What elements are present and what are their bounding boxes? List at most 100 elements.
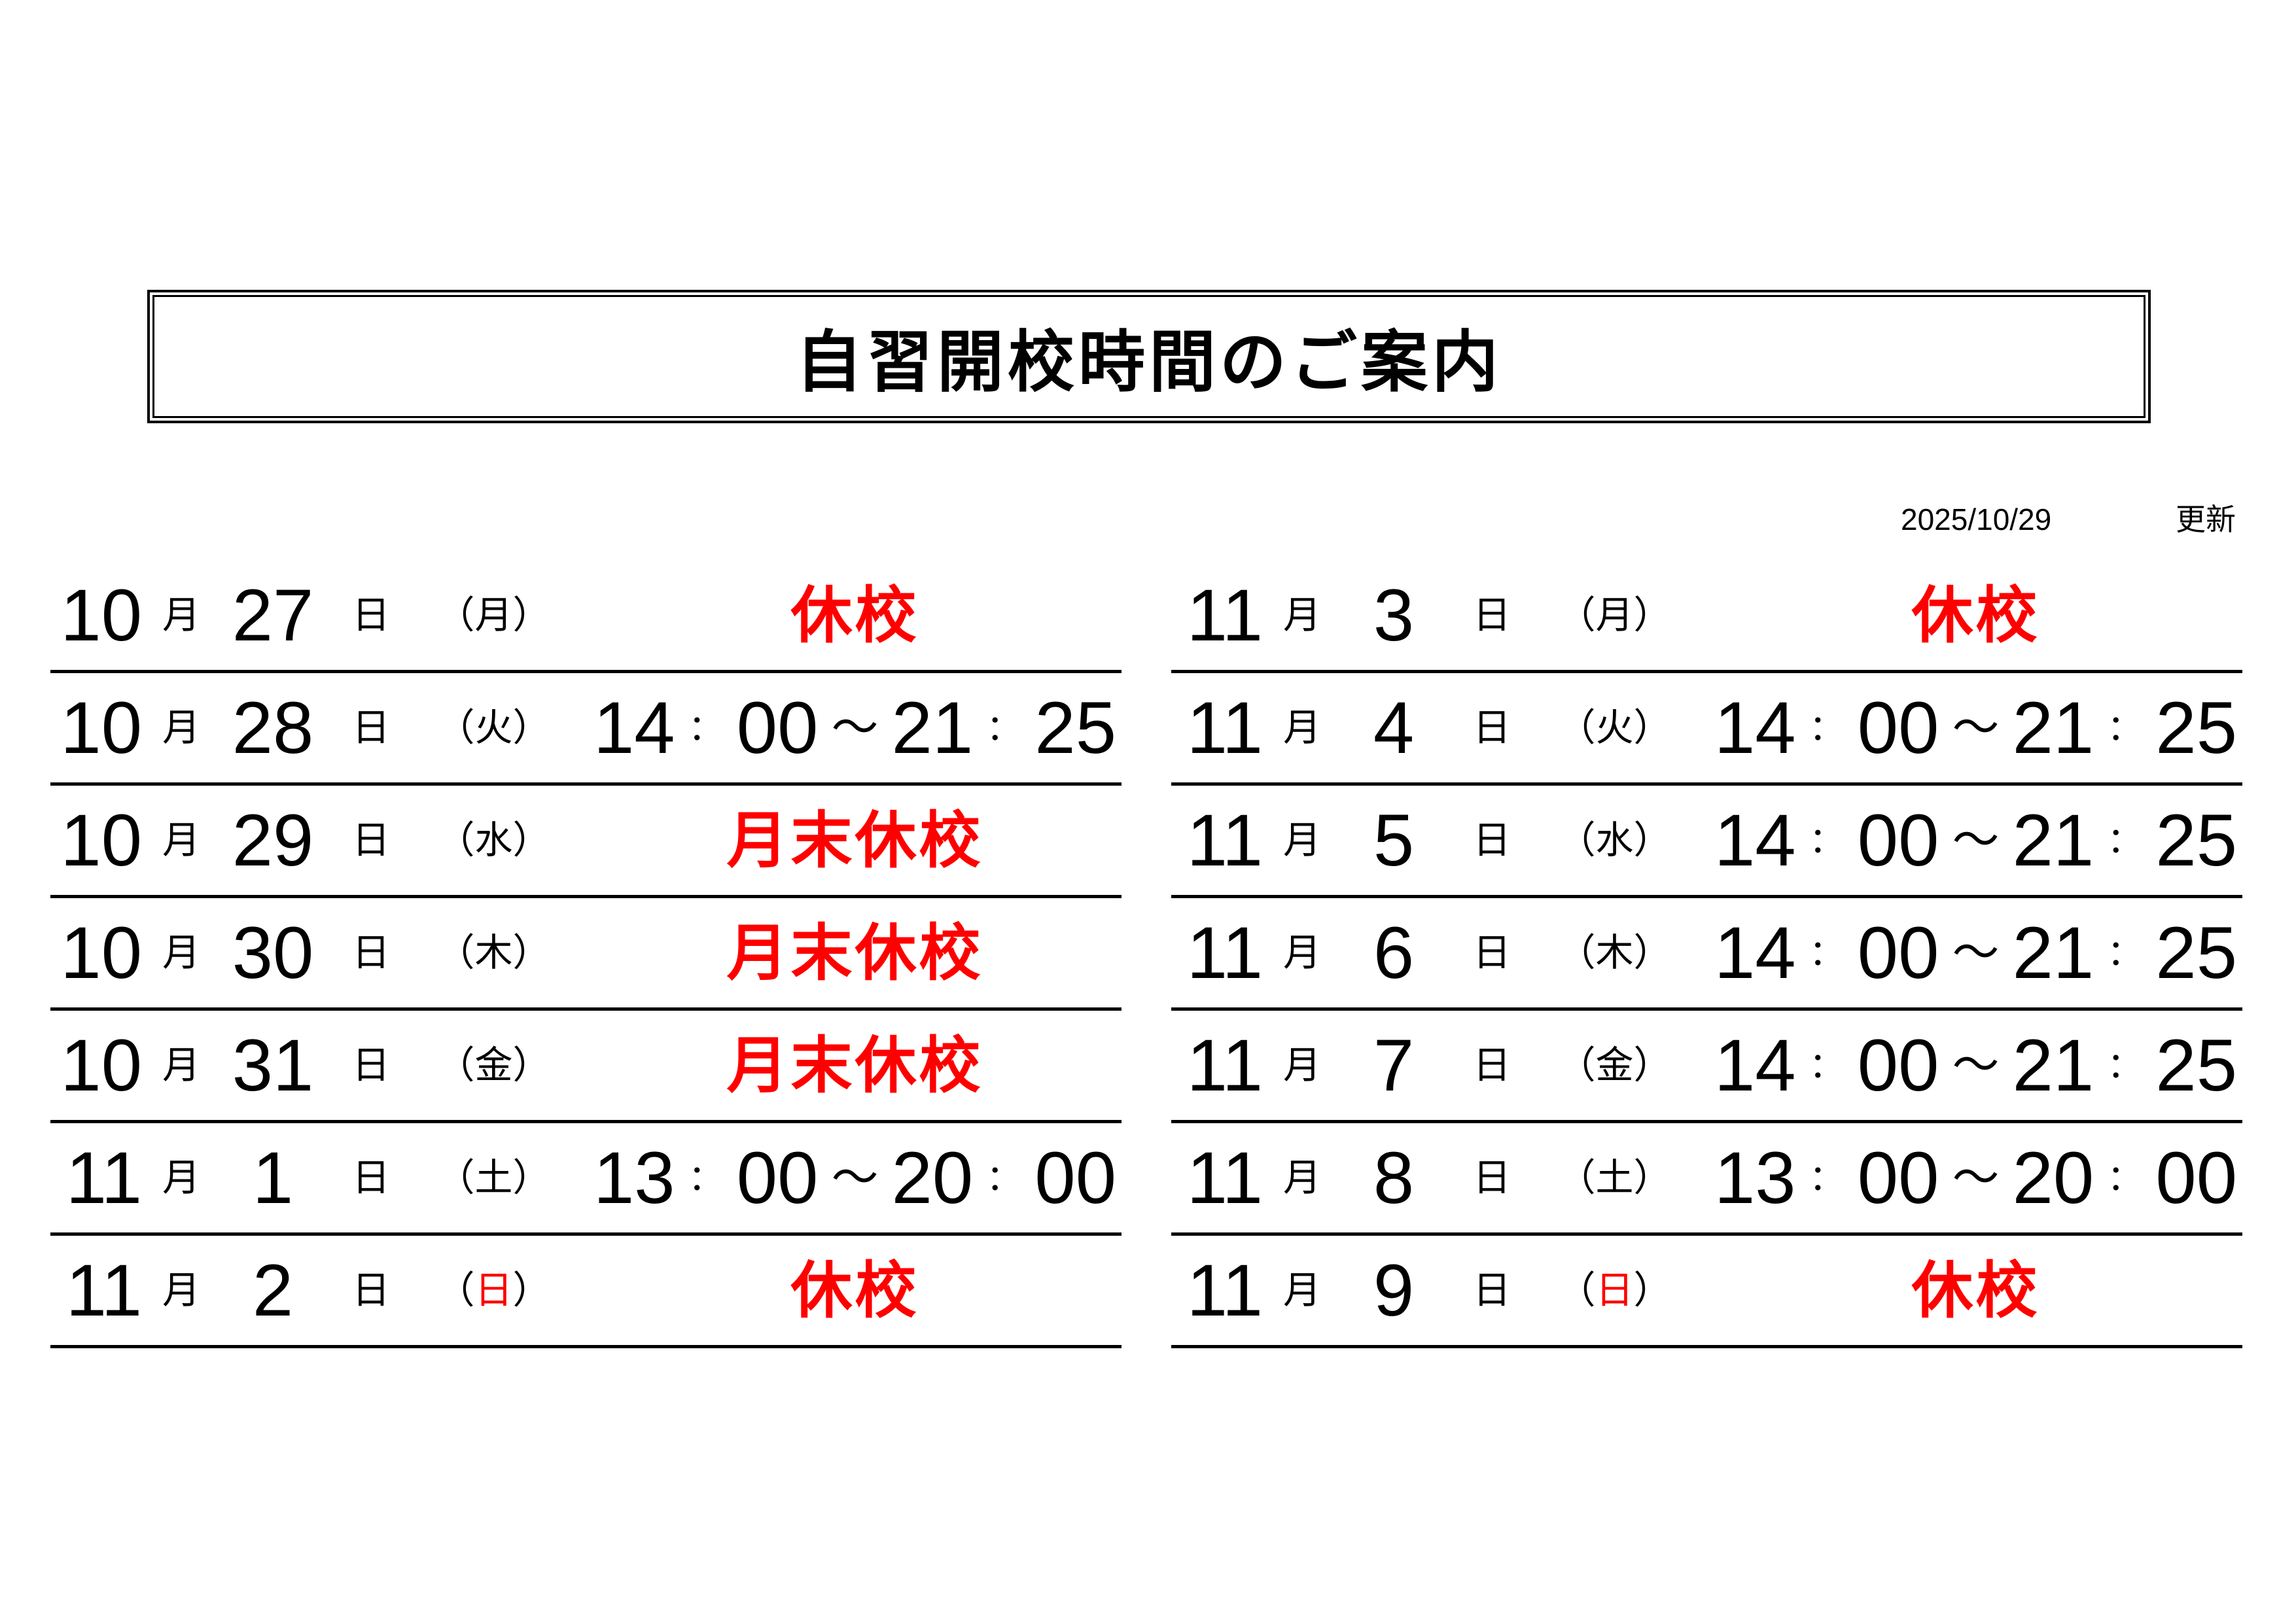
weekday-group: （火） xyxy=(417,706,571,749)
schedule-row: 11 月 2 日（日） 休校 xyxy=(50,1236,1122,1348)
time-colon: ： xyxy=(2107,820,2143,860)
time-end-minute: 25 xyxy=(1034,686,1116,769)
day-suffix: 日 xyxy=(1472,1043,1511,1087)
month-number: 10 xyxy=(60,1024,142,1106)
day-number: 29 xyxy=(232,799,314,881)
schedule-row: 10 月 29 日 （水） 月末休校 xyxy=(50,786,1122,898)
weekday-paren-open: （ xyxy=(1557,1268,1596,1312)
time-start-hour: 13 xyxy=(1714,1136,1796,1219)
weekday-group: （木） xyxy=(417,934,571,972)
weekday-paren-open: （ xyxy=(436,1043,475,1087)
month-number: 11 xyxy=(1186,574,1263,656)
time-colon: ： xyxy=(1809,1158,1845,1198)
weekday-paren-close: ） xyxy=(512,1268,551,1312)
weekday-paren-open: （ xyxy=(1557,818,1596,862)
schedule-column-left: 10 月 27 日（月） 休校 10 月 28 日（火） 14： 00 ～ 21： 25 10 月 29 日（水）… xyxy=(50,561,1122,1348)
time-end-hour: 21 xyxy=(891,686,974,769)
time-start-hour: 14 xyxy=(593,686,675,769)
time-colon: ： xyxy=(2107,1158,2143,1198)
time-end-hour: 21 xyxy=(2012,1024,2094,1106)
title-box-inner: 自習開校時間のご案内 xyxy=(152,295,2146,418)
day-number: 2 xyxy=(252,1249,294,1331)
weekday-paren-close: ） xyxy=(512,706,551,749)
time-end-hour: 20 xyxy=(891,1136,974,1219)
schedule-row: 10 月 28 日 （火） 14 ： 00 ～ 21 ： 25 xyxy=(50,673,1122,786)
schedule-row: 10 月 27 日（月） 休校 xyxy=(50,561,1122,673)
closed-status: 休校 xyxy=(1911,1255,2040,1325)
month-suffix: 月 xyxy=(1282,1268,1321,1312)
time-colon: ： xyxy=(688,1158,724,1198)
weekday-paren-close: ） xyxy=(512,931,551,974)
time-end-minute: 00 xyxy=(1034,1136,1116,1219)
weekday-group: （金） xyxy=(1538,1046,1691,1085)
weekday-label: 木 xyxy=(1595,931,1634,974)
weekday-paren-open: （ xyxy=(1557,1156,1596,1199)
weekday-paren-close: ） xyxy=(512,818,551,862)
weekday-label: 日 xyxy=(1595,1268,1634,1312)
day-suffix: 日 xyxy=(351,1268,390,1312)
time-range: 14 ： 00 ～ 21 ： 25 xyxy=(1714,1011,2237,1120)
day-suffix: 日 xyxy=(351,593,390,637)
schedule-row: 11 月 6 日 （木） 14 ： 00 ～ 21 ： 25 xyxy=(1171,898,2242,1011)
day-number: 9 xyxy=(1373,1249,1415,1331)
month-suffix: 月 xyxy=(1282,818,1321,862)
time-tilde: ～ xyxy=(1952,926,2000,979)
time-start-hour: 14 xyxy=(1714,799,1796,881)
time-colon: ： xyxy=(986,1158,1022,1198)
title-box: 自習開校時間のご案内 xyxy=(147,290,2151,423)
time-colon: ： xyxy=(1809,820,1845,860)
time-end-hour: 21 xyxy=(2012,799,2094,881)
weekday-label: 月 xyxy=(1595,593,1634,637)
time-start-minute: 00 xyxy=(1857,1024,1939,1106)
weekday-paren-close: ） xyxy=(512,1156,551,1199)
month-suffix: 月 xyxy=(162,706,200,749)
weekday-group: （月） xyxy=(1538,593,1691,637)
day-suffix: 日 xyxy=(1472,1156,1511,1199)
month-suffix: 月 xyxy=(162,931,200,974)
day-suffix: 日 xyxy=(1472,706,1511,749)
weekday-paren-close: ） xyxy=(1633,706,1672,749)
day-number: 4 xyxy=(1373,686,1415,769)
closed-status: 休校 xyxy=(790,580,919,650)
day-suffix: 日 xyxy=(1472,931,1511,974)
weekday-group: （土） xyxy=(1538,1159,1691,1197)
day-suffix: 日 xyxy=(351,1156,390,1199)
schedule-row: 11 月 9 日（日） 休校 xyxy=(1171,1236,2242,1348)
weekday-group: （水） xyxy=(1538,818,1691,862)
weekday-group: （月） xyxy=(417,596,571,635)
weekday-label: 火 xyxy=(474,706,513,749)
month-suffix: 月 xyxy=(162,1156,200,1199)
weekday-group: （日） xyxy=(417,1268,571,1312)
month-suffix: 月 xyxy=(162,818,200,862)
time-range: 14 ： 00 ～ 21 ： 25 xyxy=(1714,786,2237,895)
weekday-group: （金） xyxy=(417,1043,571,1087)
day-number: 8 xyxy=(1373,1136,1415,1219)
time-start-minute: 00 xyxy=(1857,1136,1939,1219)
time-end-minute: 25 xyxy=(2155,1024,2237,1106)
weekday-paren-close: ） xyxy=(1633,818,1672,862)
time-colon: ： xyxy=(2107,708,2143,748)
time-tilde: ～ xyxy=(1952,814,2000,867)
weekday-paren-open: （ xyxy=(436,1268,475,1312)
weekday-label: 水 xyxy=(1595,818,1634,862)
time-colon: ： xyxy=(986,708,1022,748)
schedule-row: 10 月 30 日 （木） 月末休校 xyxy=(50,898,1122,1011)
time-colon: ： xyxy=(2107,933,2143,973)
day-suffix: 日 xyxy=(351,706,390,749)
schedule-row: 11 月 1 日（土） 13： 00 ～ 20： 00 xyxy=(50,1123,1122,1236)
schedule-row: 11 月 5 日 （水） 14 ： 00 ～ 21 ： 25 xyxy=(1171,786,2242,898)
time-start-minute: 00 xyxy=(736,686,819,769)
month-number: 10 xyxy=(60,574,142,656)
updated-label: 更新 xyxy=(2176,502,2236,536)
month-suffix: 月 xyxy=(162,593,200,637)
closed-status: 月末休校 xyxy=(726,918,983,987)
time-start-hour: 14 xyxy=(1714,686,1796,769)
time-start-hour: 14 xyxy=(1714,1024,1796,1106)
weekday-paren-open: （ xyxy=(436,706,475,749)
schedule-row: 10 月 31 日 （金） 月末休校 xyxy=(50,1011,1122,1123)
time-tilde: ～ xyxy=(831,1151,879,1204)
time-tilde: ～ xyxy=(1952,1039,2000,1092)
month-number: 10 xyxy=(60,799,142,881)
day-number: 28 xyxy=(232,686,314,769)
